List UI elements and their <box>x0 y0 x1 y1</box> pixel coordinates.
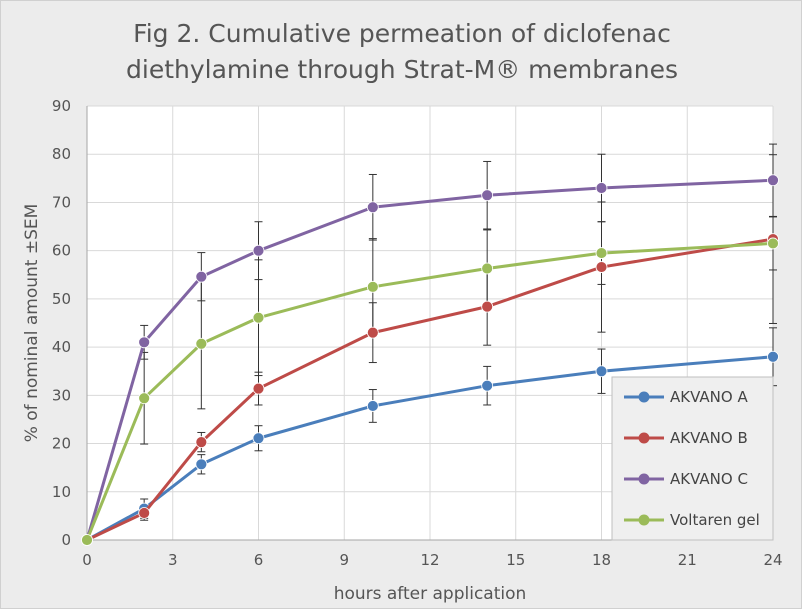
legend-swatch-marker <box>638 473 650 485</box>
data-point <box>366 280 379 293</box>
data-point <box>595 365 608 378</box>
y-tick-label: 20 <box>52 435 71 453</box>
legend-swatch-marker <box>638 432 650 444</box>
x-tick-label: 3 <box>168 551 178 569</box>
x-tick-label: 15 <box>506 551 525 569</box>
chart-title-line-2: diethylamine through Strat-M® membranes <box>126 55 678 84</box>
series-line <box>86 237 774 542</box>
data-point <box>767 237 779 250</box>
data-point <box>252 311 265 324</box>
data-point <box>595 247 608 259</box>
x-axis-label: hours after application <box>334 584 527 604</box>
data-point <box>252 244 265 257</box>
data-point <box>138 507 151 519</box>
data-point <box>767 174 779 187</box>
data-point <box>481 262 494 275</box>
data-point <box>767 350 779 363</box>
series-line <box>85 178 774 541</box>
y-tick-label: 70 <box>52 193 71 211</box>
data-point <box>366 326 379 339</box>
data-point <box>481 379 494 392</box>
x-tick-label: 0 <box>82 551 92 569</box>
y-tick-label: 10 <box>52 483 71 501</box>
data-point <box>81 534 93 546</box>
data-point <box>252 382 265 395</box>
data-point <box>481 189 494 202</box>
y-tick-label: 30 <box>52 386 71 404</box>
data-point <box>195 270 208 283</box>
legend-label: AKVANO C <box>670 470 748 488</box>
x-tick-label: 24 <box>763 551 782 569</box>
series-line <box>85 241 774 541</box>
data-point <box>138 392 151 405</box>
data-point <box>195 436 208 449</box>
data-point <box>195 458 208 471</box>
legend-label: Voltaren gel <box>670 511 760 529</box>
data-point <box>366 201 379 214</box>
data-point <box>595 182 608 194</box>
x-tick-label: 9 <box>339 551 349 569</box>
y-tick-label: 0 <box>61 531 71 549</box>
y-tick-label: 60 <box>52 242 71 260</box>
x-tick-label: 18 <box>592 551 611 569</box>
x-tick-label: 21 <box>678 551 697 569</box>
chart-title-line-1: Fig 2. Cumulative permeation of diclofen… <box>133 19 671 48</box>
data-point <box>138 336 151 349</box>
data-point <box>366 400 379 412</box>
data-point <box>252 432 265 445</box>
legend-label: AKVANO B <box>670 429 748 447</box>
y-tick-label: 40 <box>52 338 71 356</box>
y-tick-label: 80 <box>52 145 71 163</box>
legend-box <box>611 376 774 541</box>
data-point <box>195 337 208 350</box>
y-axis-label: % of nominal amount ±SEM <box>22 204 42 443</box>
y-tick-label: 90 <box>52 97 71 115</box>
y-tick-label: 50 <box>52 290 71 308</box>
legend-label: AKVANO A <box>670 388 748 406</box>
x-tick-label: 12 <box>420 551 439 569</box>
x-tick-label: 6 <box>254 551 264 569</box>
legend-swatch-marker <box>638 514 650 526</box>
data-point <box>481 300 494 313</box>
legend-swatch-marker <box>638 391 650 403</box>
data-point <box>595 261 608 273</box>
